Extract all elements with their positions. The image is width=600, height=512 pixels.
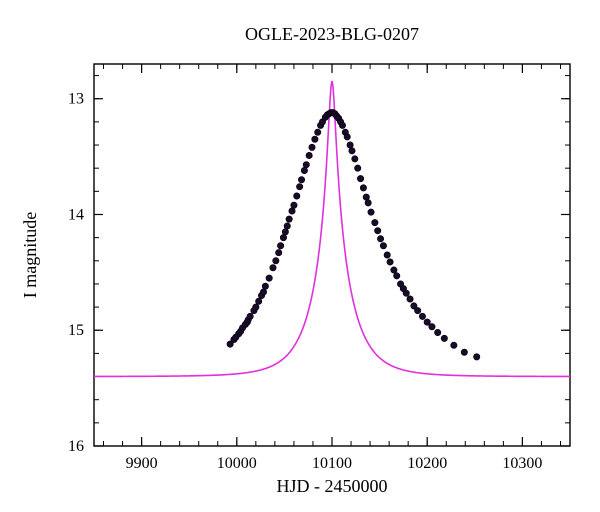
data-point [407, 296, 413, 302]
data-point [377, 236, 383, 242]
data-point [270, 265, 276, 271]
data-point [403, 290, 409, 296]
data-point [303, 162, 309, 168]
data-point [286, 216, 292, 222]
chart-title: OGLE-2023-BLG-0207 [245, 24, 419, 44]
data-point [419, 313, 425, 319]
x-tick-label: 9900 [126, 455, 158, 472]
data-point [380, 243, 386, 249]
data-point [301, 167, 307, 173]
data-point [273, 258, 279, 264]
y-axis-label: I magnitude [20, 212, 40, 298]
data-point [294, 193, 300, 199]
x-tick-label: 10000 [217, 455, 257, 472]
data-point [339, 122, 345, 128]
data-point [347, 142, 353, 148]
data-point [289, 208, 295, 214]
x-axis-label: HJD - 2450000 [277, 476, 388, 496]
data-point [355, 165, 361, 171]
x-tick-label: 10300 [502, 455, 542, 472]
y-tick-label: 15 [68, 322, 84, 339]
data-point [429, 324, 435, 330]
data-point [255, 298, 261, 304]
data-point [414, 307, 420, 313]
data-point [266, 275, 272, 281]
data-point [474, 354, 480, 360]
data-point [253, 304, 259, 310]
data-point [312, 136, 318, 142]
data-point [441, 335, 447, 341]
y-tick-label: 14 [68, 206, 84, 223]
data-point [315, 129, 321, 135]
data-point [363, 194, 369, 200]
data-point [296, 184, 302, 190]
y-tick-label: 13 [68, 91, 84, 108]
data-point [298, 177, 304, 183]
data-point [360, 185, 366, 191]
data-point [284, 223, 290, 229]
model-curve [94, 81, 570, 376]
data-point [391, 267, 397, 273]
data-point [260, 289, 266, 295]
data-point [349, 148, 355, 154]
data-point [394, 273, 400, 279]
data-point [451, 342, 457, 348]
data-point [387, 259, 393, 265]
data-point [461, 349, 467, 355]
data-point [280, 234, 286, 240]
data-point [368, 209, 374, 215]
x-tick-label: 10100 [312, 455, 352, 472]
data-point [247, 313, 253, 319]
data-point [309, 144, 315, 150]
lightcurve-chart: 9900 10000 10100 10200 10300 13 14 15 16 OGLE-202… [0, 0, 600, 512]
data-point [344, 134, 350, 140]
data-point [384, 252, 390, 258]
data-point [277, 243, 283, 249]
data-point [374, 227, 380, 233]
data-point [306, 152, 312, 158]
data-point [282, 229, 288, 235]
data-point [357, 175, 363, 181]
data-point [365, 200, 371, 206]
data-point [352, 156, 358, 162]
data-point [262, 283, 268, 289]
x-tick-label: 10200 [407, 455, 447, 472]
data-point [434, 329, 440, 335]
y-tick-label: 16 [68, 438, 84, 455]
data-point [372, 219, 378, 225]
data-point [275, 249, 281, 255]
data-point [291, 202, 297, 208]
